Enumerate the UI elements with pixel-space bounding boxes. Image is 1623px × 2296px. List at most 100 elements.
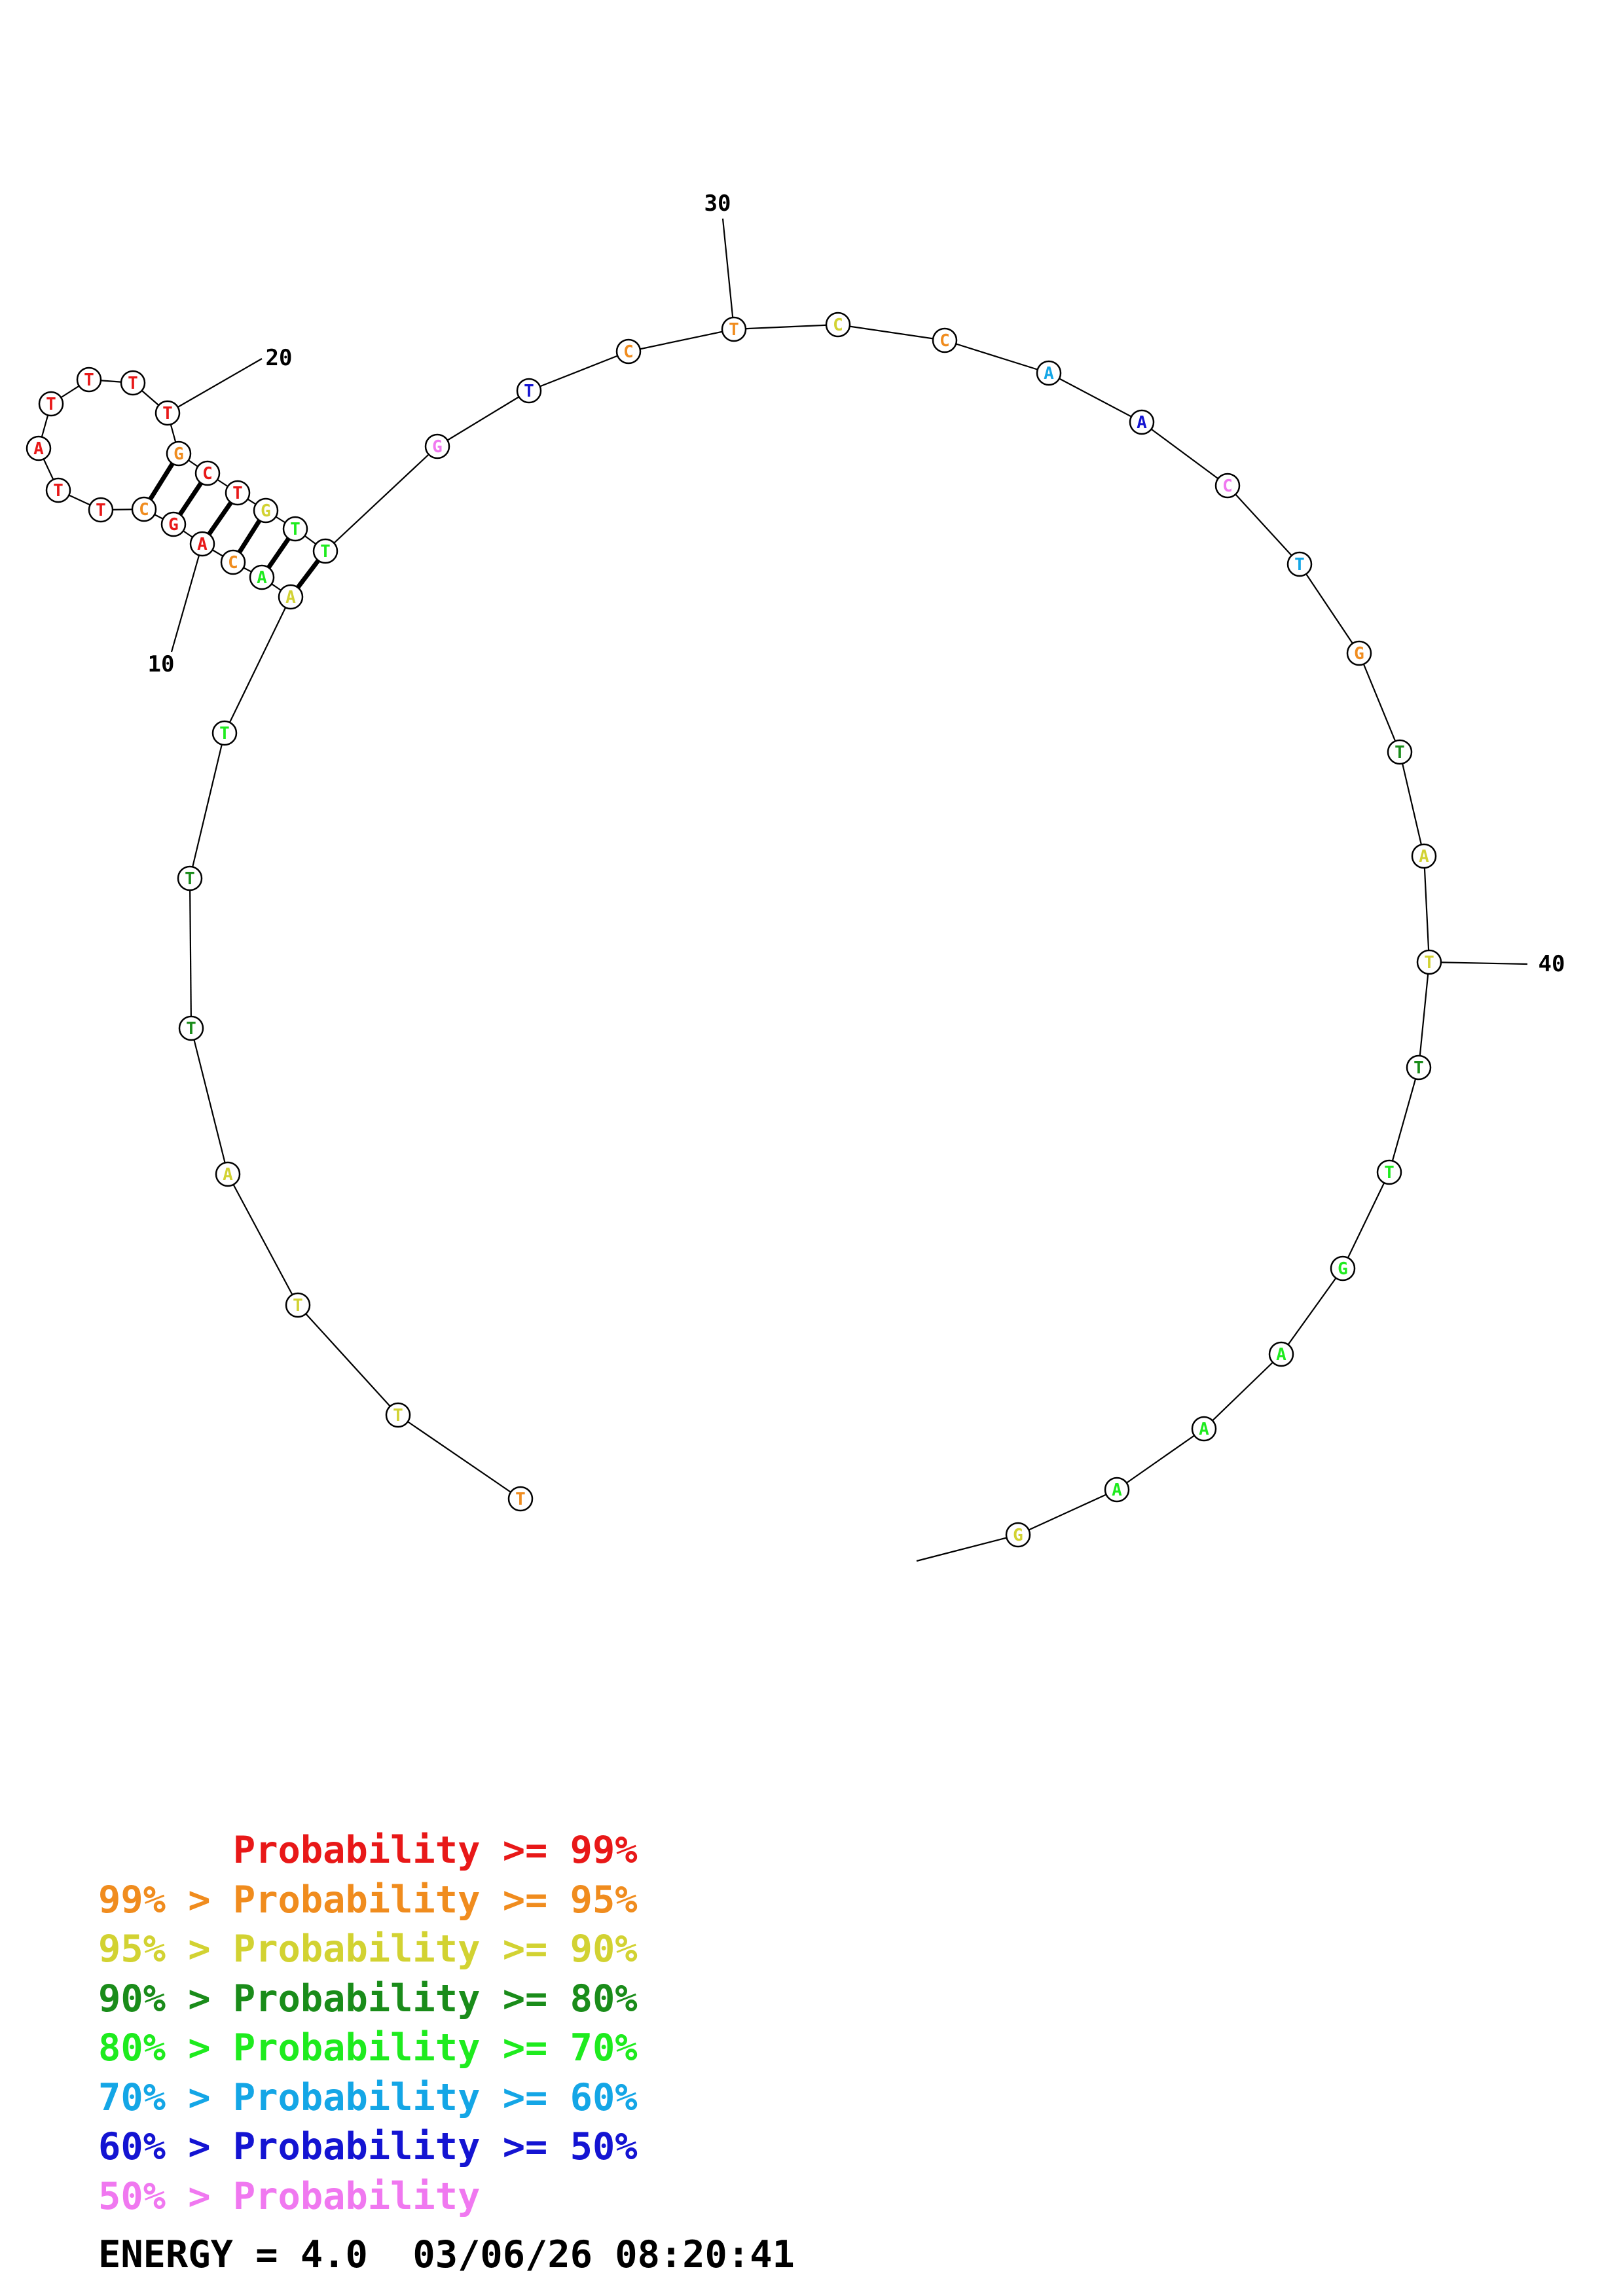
nucleotide-node: T: [178, 1015, 204, 1041]
nucleotide-circle: [45, 477, 71, 503]
nucleotide-letter: T: [524, 382, 534, 401]
nucleotide-letter: G: [1354, 644, 1364, 664]
nucleotide-circle: [211, 720, 238, 746]
nucleotide-node: A: [249, 564, 275, 590]
nucleotide-circle: [253, 497, 279, 524]
nucleotide-node: A: [26, 435, 52, 461]
nucleotide-circle: [1387, 739, 1413, 765]
nucleotide-letter: A: [1199, 1420, 1209, 1439]
nucleotide-letter: T: [84, 370, 94, 390]
nucleotide-circle: [285, 1292, 311, 1318]
nucleotide-circle: [1104, 1477, 1130, 1503]
nucleotide-node: A: [1129, 409, 1155, 435]
nucleotide-circle: [155, 400, 181, 426]
nucleotide-circle: [1191, 1416, 1217, 1442]
nucleotide-node: T: [516, 378, 542, 404]
nucleotide-node: G: [1005, 1522, 1031, 1548]
nucleotide-letter: A: [257, 568, 267, 588]
tick-mark: [170, 543, 204, 653]
nucleotide-node: T: [1406, 1054, 1432, 1081]
nucleotide-letter: A: [1276, 1345, 1286, 1365]
nucleotide-letter: G: [261, 501, 271, 521]
nucleotide-letter: A: [1419, 847, 1429, 867]
nucleotide-letter: T: [185, 869, 195, 889]
backbone-segment: [1116, 1428, 1205, 1490]
backbone-segment: [189, 732, 226, 879]
tick-mark: [167, 358, 263, 414]
nucleotide-letter: T: [290, 520, 301, 539]
legend-row: 90% > Probability >= 80%: [98, 1977, 638, 2020]
nucleotide-circle: [1411, 843, 1437, 869]
backbone-segment: [733, 323, 839, 331]
nucleotide-letter: T: [128, 374, 138, 393]
nucleotide-circle: [1416, 949, 1442, 975]
legend-row: 99% > Probability >= 95%: [98, 1878, 638, 1922]
nucleotide-letter: T: [1395, 743, 1405, 762]
nucleotide-letter: T: [515, 1490, 526, 1509]
backbone-segment: [1281, 1268, 1343, 1355]
nucleotide-circle: [282, 516, 308, 542]
nucleotide-node: G: [166, 440, 192, 467]
backbone-segment: [325, 446, 438, 552]
nucleotide-circle: [88, 497, 114, 523]
backbone-segment: [528, 350, 629, 392]
nucleotide-node: C: [220, 549, 246, 575]
backbone-segment: [1141, 422, 1228, 486]
nucleotide-circle: [1129, 409, 1155, 435]
nucleotide-node: C: [1214, 473, 1241, 499]
nucleotide-circle: [249, 564, 275, 590]
nucleotide-node: A: [1411, 843, 1437, 869]
nucleotide-circle: [615, 338, 642, 365]
nucleotide-letter: C: [139, 500, 149, 520]
nucleotide-circle: [1330, 1255, 1356, 1282]
backbone-segment: [189, 878, 192, 1029]
nucleotide-node: G: [1330, 1255, 1356, 1282]
nucleotide-letter: C: [202, 464, 213, 484]
nucleotide-node: T: [76, 367, 102, 393]
nucleotide-circle: [1286, 551, 1313, 577]
tick-label: 10: [148, 651, 175, 677]
nucleotide-circle: [1406, 1054, 1432, 1081]
nucleotide-letter: T: [1424, 953, 1434, 973]
nucleotide-node: C: [932, 327, 958, 353]
nucleotide-circle: [507, 1486, 534, 1512]
nucleotide-circle: [38, 391, 64, 417]
tick-layer: 10 20 30 40: [148, 190, 1565, 977]
nucleotide-node: T: [285, 1292, 311, 1318]
backbone-segment: [1017, 1488, 1118, 1536]
nucleotide-letter: A: [1112, 1480, 1122, 1500]
nucleotide-letter: C: [228, 553, 238, 573]
nucleotide-node: T: [88, 497, 114, 523]
nucleotide-letter: T: [186, 1019, 196, 1039]
backbone-segment: [1388, 1067, 1420, 1173]
backbone-segment: [1048, 372, 1142, 423]
backbone-segment: [190, 1028, 229, 1175]
backbone-segment: [916, 1534, 1019, 1562]
nucleotide-letter: C: [1222, 476, 1233, 496]
nucleotide-node: G: [160, 511, 187, 537]
nucleotide-circle: [1268, 1341, 1294, 1367]
probability-legend: Probability >= 99% 99% > Probability >= 9…: [98, 1826, 638, 2221]
nucleotide-node: T: [45, 477, 71, 503]
nucleotide-circle: [424, 433, 450, 459]
nucleotide-node: A: [1191, 1416, 1217, 1442]
nucleotide-letter: G: [1013, 1526, 1023, 1545]
backbone-segment: [944, 339, 1049, 374]
nucleotide-letter: T: [1413, 1058, 1424, 1078]
nucleotide-node: T: [177, 865, 203, 891]
nucleotide-letter: G: [173, 444, 184, 464]
nucleotide-letter: T: [320, 542, 331, 562]
nucleotide-circle: [721, 316, 747, 342]
nucleotide-circle: [312, 538, 338, 564]
nucleotide-circle: [220, 549, 246, 575]
nucleotide-circle: [189, 531, 215, 557]
nucleotide-node: T: [120, 370, 146, 396]
legend-row: Probability >= 99%: [98, 1829, 638, 1872]
nucleotide-letter: A: [197, 535, 208, 554]
nucleotide-node: T: [155, 400, 181, 426]
nucleotide-circle: [932, 327, 958, 353]
energy-footer: ENERGY = 4.0 03/06/26 08:20:41: [98, 2233, 795, 2276]
nucleotide-node: G: [1346, 640, 1372, 666]
